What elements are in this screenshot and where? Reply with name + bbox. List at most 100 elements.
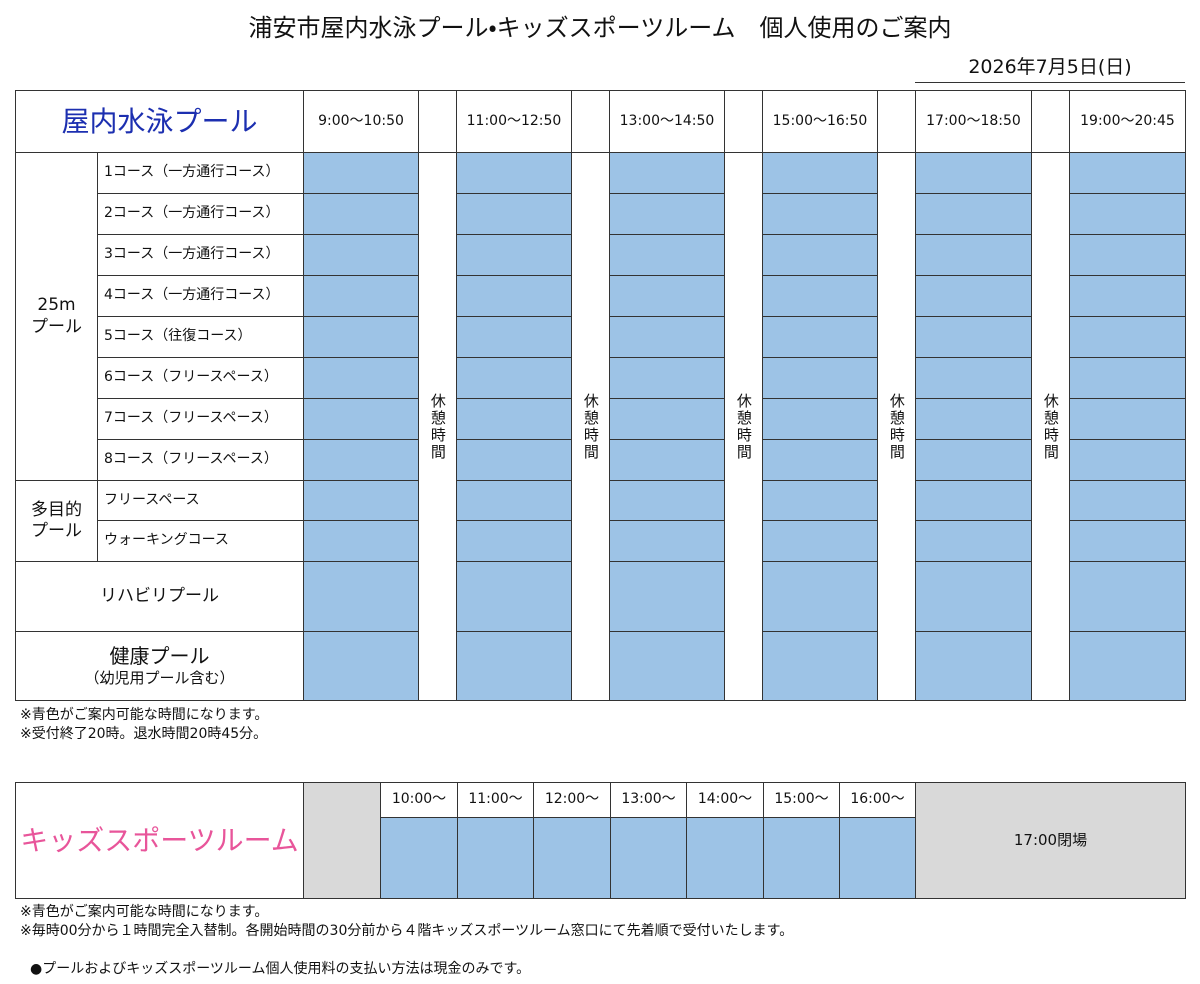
open-slot — [609, 193, 725, 235]
open-slot — [762, 316, 878, 358]
open-slot — [609, 480, 725, 521]
open-slot — [762, 398, 878, 440]
break-label: 休憩時間 — [1041, 392, 1060, 461]
break-column: 休憩時間 — [418, 152, 457, 701]
open-slot — [1069, 152, 1186, 194]
time-slot-label: 11:00～ — [468, 791, 523, 808]
open-slot — [915, 439, 1032, 481]
open-slot — [303, 316, 419, 358]
open-slot — [762, 631, 878, 701]
open-slot — [1069, 193, 1186, 235]
time-slot-header: 11:00～ — [457, 782, 534, 818]
row-label-text: 3コース（一方通行コース） — [104, 246, 280, 263]
break-label: 休憩時間 — [428, 392, 447, 461]
open-slot — [456, 357, 572, 399]
break-header — [724, 90, 763, 153]
open-slot — [303, 439, 419, 481]
row-label: 2コース（一方通行コース） — [97, 193, 304, 235]
time-slot-header: 17:00～18:50 — [915, 90, 1032, 153]
open-slot — [456, 275, 572, 317]
time-slot-label: 10:00～ — [391, 791, 447, 808]
open-slot — [380, 817, 458, 899]
break-label: 休憩時間 — [734, 392, 753, 461]
time-slot-header: 13:00～14:50 — [609, 90, 725, 153]
time-slot-label: 14:00～ — [697, 791, 753, 808]
open-slot — [609, 316, 725, 358]
row-label: 健康プール （幼児用プール含む） — [15, 631, 304, 701]
open-slot — [609, 561, 725, 632]
row-label-text: （幼児用プール含む） — [84, 669, 235, 688]
open-slot — [762, 152, 878, 194]
break-header — [418, 90, 457, 153]
break-column: 休憩時間 — [1031, 152, 1070, 701]
row-label: 1コース（一方通行コース） — [97, 152, 304, 194]
note: ※受付終了20時。退水時間20時45分。 — [20, 726, 268, 742]
row-label: 7コース（フリースペース） — [97, 398, 304, 440]
break-label: 休憩時間 — [887, 392, 906, 461]
open-slot — [762, 275, 878, 317]
time-slot-label: 19:00～20:45 — [1080, 112, 1175, 129]
group-label-line: プール — [31, 521, 82, 541]
time-slot-header: 10:00～ — [380, 782, 458, 818]
time-slot-header: 15:00～16:50 — [762, 90, 878, 153]
open-slot — [303, 357, 419, 399]
open-slot — [456, 480, 572, 521]
open-slot — [609, 234, 725, 276]
row-label: 5コース（往復コース） — [97, 316, 304, 358]
open-slot — [456, 234, 572, 276]
open-slot — [915, 480, 1032, 521]
open-slot — [609, 398, 725, 440]
row-label: 4コース（一方通行コース） — [97, 275, 304, 317]
open-slot — [1069, 520, 1186, 562]
open-slot — [762, 480, 878, 521]
row-label: ウォーキングコース — [97, 520, 304, 562]
open-slot — [762, 439, 878, 481]
open-slot — [762, 561, 878, 632]
open-slot — [609, 631, 725, 701]
open-slot — [686, 817, 764, 899]
time-slot-label: 9:00～10:50 — [318, 112, 404, 129]
time-slot-label: 13:00～14:50 — [619, 112, 715, 129]
break-header — [877, 90, 916, 153]
open-slot — [610, 817, 687, 899]
open-slot — [609, 152, 725, 194]
open-slot — [303, 520, 419, 562]
open-slot — [456, 398, 572, 440]
open-slot — [456, 152, 572, 194]
note: ※青色がご案内可能な時間になります。 — [20, 707, 269, 723]
open-slot — [609, 357, 725, 399]
kids-heading-text: キッズスポーツルーム — [20, 824, 299, 857]
open-slot — [1069, 398, 1186, 440]
time-slot-header: 11:00～12:50 — [456, 90, 572, 153]
open-slot — [609, 275, 725, 317]
open-slot — [915, 520, 1032, 562]
footer-note: ●プールおよびキッズスポーツルーム個人使用料の支払い方法は現金のみです。 — [30, 961, 531, 977]
open-slot — [1069, 275, 1186, 317]
row-label-text: リハビリプール — [100, 585, 219, 606]
open-slot — [839, 817, 916, 899]
open-slot — [456, 520, 572, 562]
group-label-line: 25m — [37, 295, 76, 316]
row-label: 8コース（フリースペース） — [97, 439, 304, 481]
open-slot — [915, 152, 1032, 194]
open-slot — [457, 817, 534, 899]
open-slot — [303, 480, 419, 521]
page-title: 浦安市屋内水泳プール・キッズスポーツルーム 個人使用のご案内 — [248, 14, 952, 42]
time-slot-header: 12:00～ — [533, 782, 611, 818]
open-slot — [1069, 439, 1186, 481]
open-slot — [1069, 357, 1186, 399]
open-slot — [915, 316, 1032, 358]
closed-area: 17:00閉場 — [915, 782, 1186, 899]
open-slot — [456, 193, 572, 235]
kids-heading: キッズスポーツルーム — [15, 782, 304, 899]
open-slot — [1069, 480, 1186, 521]
open-slot — [1069, 234, 1186, 276]
time-slot-label: 13:00～ — [621, 791, 676, 808]
break-column: 休憩時間 — [877, 152, 916, 701]
row-label: 3コース（一方通行コース） — [97, 234, 304, 276]
row-label-text: 1コース（一方通行コース） — [104, 164, 280, 181]
row-label-text: 4コース（一方通行コース） — [104, 287, 280, 304]
break-column: 休憩時間 — [724, 152, 763, 701]
row-label-text: ウォーキングコース — [104, 532, 229, 549]
